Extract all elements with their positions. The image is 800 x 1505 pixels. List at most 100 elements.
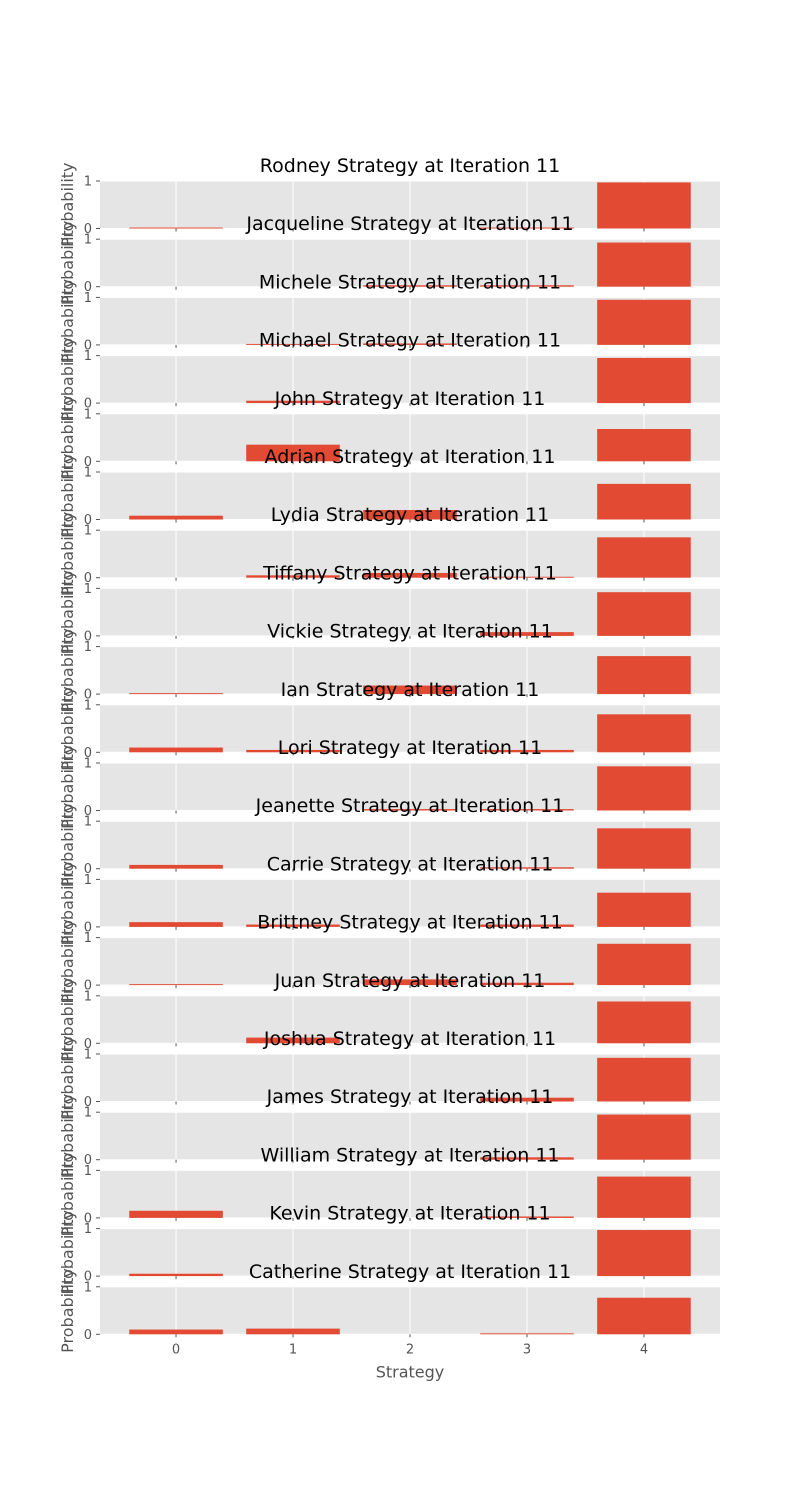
bar-jeanette-0 [129, 864, 223, 869]
x-tick-label: 1 [289, 1342, 297, 1357]
y-tick-label: 0 [84, 338, 92, 353]
bar-michael-1 [246, 400, 340, 404]
y-tick-label: 1 [84, 175, 92, 190]
bar-michele-2 [363, 343, 457, 345]
bar-jeanette-3 [480, 867, 574, 869]
panel-title-ian: Ian Strategy at Iteration 11 [281, 679, 540, 701]
y-axis-label: Probability [58, 512, 77, 597]
y-axis-label: Probability [58, 337, 77, 422]
bar-juan-1 [246, 1037, 340, 1044]
bar-lori-4 [597, 766, 691, 811]
y-axis-label: Probability [58, 162, 77, 247]
bar-tiffany-3 [480, 632, 574, 636]
y-axis-label: Probability [58, 221, 77, 306]
bar-john-1 [246, 444, 340, 462]
bar-ian-4 [597, 714, 691, 753]
bar-carrie-3 [480, 924, 574, 927]
panel-title-vickie: Vickie Strategy at Iteration 11 [267, 621, 553, 643]
bar-vickie-4 [597, 656, 691, 695]
y-tick-label: 1 [84, 931, 92, 946]
bar-jacqueline-2 [363, 285, 457, 287]
bar-catherine-1 [246, 1328, 340, 1335]
panel-title-juan: Juan Strategy at Iteration 11 [274, 970, 546, 992]
y-tick-label: 1 [84, 407, 92, 422]
y-tick-label: 0 [84, 513, 92, 528]
y-tick-label: 1 [84, 291, 92, 306]
panel-title-tiffany: Tiffany Strategy at Iteration 11 [262, 562, 557, 584]
y-tick-label: 1 [84, 873, 92, 888]
y-axis-label: Probability [58, 1210, 77, 1295]
x-tick-label: 3 [523, 1342, 531, 1357]
y-axis-label: Probability [58, 1035, 77, 1120]
bar-brittney-4 [597, 943, 691, 986]
bar-tiffany-4 [597, 592, 691, 636]
panel-title-adrian: Adrian Strategy at Iteration 11 [265, 446, 556, 468]
panel-title-michael: Michael Strategy at Iteration 11 [259, 330, 561, 352]
y-tick-label: 0 [84, 1095, 92, 1110]
bar-jeanette-4 [597, 828, 691, 869]
y-tick-label: 1 [84, 1048, 92, 1063]
bar-adrian-4 [597, 483, 691, 520]
y-axis-label: Probability [58, 1268, 77, 1353]
y-tick-label: 0 [84, 571, 92, 586]
y-tick-label: 0 [84, 1153, 92, 1168]
y-axis-label: Probability [58, 1094, 77, 1179]
bar-lydia-1 [246, 575, 340, 578]
y-tick-label: 0 [84, 1328, 92, 1343]
bar-carrie-4 [597, 892, 691, 927]
panel-title-joshua: Joshua Strategy at Iteration 11 [263, 1028, 556, 1050]
bar-jacqueline-3 [480, 285, 574, 287]
bar-carrie-0 [129, 922, 223, 927]
y-tick-label: 0 [84, 979, 92, 994]
y-tick-label: 0 [84, 804, 92, 819]
bar-catherine-3 [480, 1333, 574, 1335]
bar-michele-1 [246, 343, 340, 345]
y-axis-label: Probability [58, 1152, 77, 1237]
bar-lydia-2 [363, 572, 457, 578]
bar-juan-4 [597, 1001, 691, 1044]
panel-title-kevin: Kevin Strategy at Iteration 11 [269, 1203, 550, 1225]
bar-kevin-0 [129, 1273, 223, 1277]
bar-catherine-4 [597, 1297, 691, 1335]
y-axis-label: Probability [58, 977, 77, 1062]
bar-lori-2 [363, 809, 457, 811]
y-axis-label: Probability [58, 628, 77, 713]
y-tick-label: 0 [84, 280, 92, 295]
panel-title-catherine: Catherine Strategy at Iteration 11 [249, 1261, 571, 1283]
panel-title-lori: Lori Strategy at Iteration 11 [278, 737, 542, 759]
y-tick-label: 1 [84, 466, 92, 481]
bar-john-4 [597, 429, 691, 462]
bar-lori-3 [480, 809, 574, 811]
panel-title-william: William Strategy at Iteration 11 [260, 1144, 559, 1166]
x-tick-label: 2 [406, 1342, 414, 1357]
y-tick-label: 0 [84, 629, 92, 644]
y-tick-label: 0 [84, 397, 92, 412]
y-tick-label: 0 [84, 455, 92, 470]
bar-carrie-1 [246, 924, 340, 927]
y-tick-label: 0 [84, 1037, 92, 1052]
bar-joshua-4 [597, 1057, 691, 1102]
y-axis-label: Probability [58, 279, 77, 364]
y-tick-label: 1 [84, 1106, 92, 1121]
bar-rodney-3 [480, 227, 574, 229]
bar-ian-3 [480, 749, 574, 753]
y-tick-label: 0 [84, 920, 92, 935]
bar-catherine-0 [129, 1329, 223, 1335]
y-tick-label: 1 [84, 233, 92, 248]
bar-jacqueline-4 [597, 242, 691, 287]
panel-title-carrie: Carrie Strategy at Iteration 11 [267, 853, 554, 875]
panel-title-jacqueline: Jacqueline Strategy at Iteration 11 [245, 213, 573, 235]
y-tick-label: 1 [84, 815, 92, 830]
